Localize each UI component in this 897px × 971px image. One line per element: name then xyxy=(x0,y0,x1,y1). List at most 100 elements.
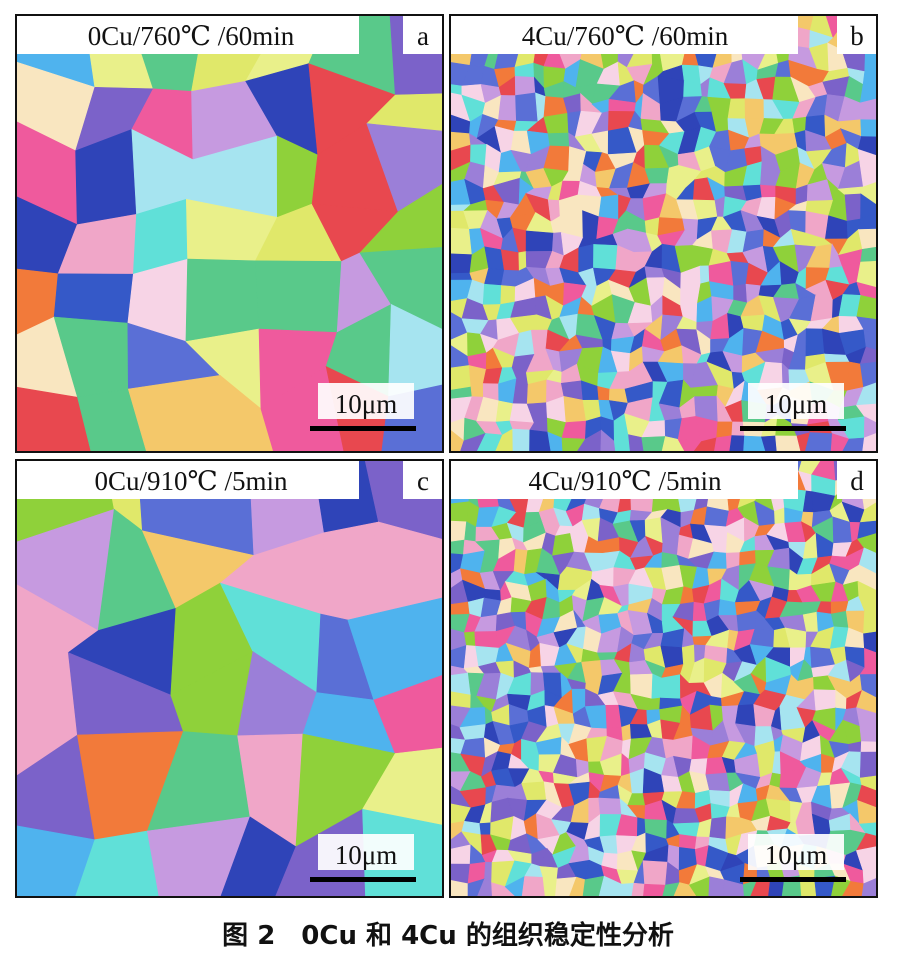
letter-box xyxy=(403,461,442,499)
grain xyxy=(449,520,467,543)
grain xyxy=(449,272,473,281)
scale-bar xyxy=(740,426,846,431)
scale-bar xyxy=(310,877,416,882)
grain xyxy=(856,295,878,320)
panel-letter: a xyxy=(417,21,429,51)
grain xyxy=(659,674,681,700)
scale-bar xyxy=(310,426,416,431)
panel-label: 4Cu/910℃ /5min xyxy=(529,466,722,496)
grain xyxy=(542,877,558,898)
grain xyxy=(547,132,570,148)
label-box xyxy=(17,461,359,499)
grain xyxy=(804,432,833,453)
grain xyxy=(593,244,619,271)
letter-box xyxy=(837,461,876,499)
grain xyxy=(449,539,465,556)
scale-box xyxy=(318,834,414,870)
panel-label: 4Cu/760℃ /60min xyxy=(522,21,729,51)
grain xyxy=(543,112,569,134)
panel: 0Cu/760℃ /60min a 10μm xyxy=(15,14,444,453)
grain xyxy=(449,672,472,696)
grain xyxy=(598,194,619,220)
grain xyxy=(596,567,615,588)
panel: 4Cu/910℃ /5min d 10μm xyxy=(449,459,878,898)
grain xyxy=(631,882,645,898)
panel-label: 0Cu/760℃ /60min xyxy=(88,21,295,51)
panel-border xyxy=(15,459,444,898)
grain xyxy=(727,98,746,120)
panel-border xyxy=(449,459,878,898)
letter-box xyxy=(837,16,876,54)
grain xyxy=(679,834,698,850)
grain xyxy=(805,328,825,357)
grain xyxy=(859,724,878,743)
grain xyxy=(708,876,725,898)
grain xyxy=(597,386,611,401)
grain xyxy=(860,741,878,753)
scale-label: 10μm xyxy=(335,389,397,419)
grain xyxy=(449,253,473,274)
grain xyxy=(521,876,546,898)
grain xyxy=(739,550,757,566)
grain xyxy=(463,631,476,647)
grain xyxy=(500,249,520,272)
grain xyxy=(744,98,765,120)
scale-label: 10μm xyxy=(765,389,827,419)
panel-letter: d xyxy=(850,466,864,496)
grain xyxy=(449,601,471,616)
grain xyxy=(709,816,727,840)
grain xyxy=(500,285,516,305)
grain xyxy=(598,797,622,815)
scale-box xyxy=(748,834,844,870)
scale-box xyxy=(318,383,414,419)
grain xyxy=(716,421,733,439)
grain xyxy=(860,246,878,263)
grain xyxy=(733,283,748,304)
panel-letter: c xyxy=(417,466,429,496)
grain xyxy=(644,217,660,237)
panel: 0Cu/910℃ /5min c 10μm xyxy=(15,459,444,898)
grain xyxy=(830,610,849,629)
grain xyxy=(621,723,632,742)
scale-bar xyxy=(740,877,846,882)
grain xyxy=(512,428,531,453)
letter-box xyxy=(403,16,442,54)
grain xyxy=(525,230,554,252)
grain xyxy=(760,184,777,198)
grain xyxy=(642,883,666,898)
grain xyxy=(515,92,539,123)
grain xyxy=(185,258,260,342)
grain xyxy=(844,193,862,222)
grain xyxy=(705,772,731,792)
label-box xyxy=(17,16,359,54)
grain xyxy=(479,822,492,836)
grain xyxy=(718,599,738,616)
grain xyxy=(53,273,134,324)
grain xyxy=(860,119,878,138)
label-box xyxy=(451,461,798,499)
grain xyxy=(735,704,757,727)
grain xyxy=(514,75,536,96)
label-box xyxy=(451,16,798,54)
grain xyxy=(641,436,666,453)
grain xyxy=(255,260,342,333)
grain xyxy=(539,866,559,880)
grain xyxy=(681,644,696,665)
panel: 4Cu/760℃ /60min b 10μm xyxy=(449,14,878,453)
panel-border xyxy=(449,14,878,453)
panel-letter: b xyxy=(850,21,864,51)
grain xyxy=(449,501,470,523)
grain xyxy=(775,435,802,453)
grain xyxy=(813,689,837,712)
grain xyxy=(474,631,500,649)
grain xyxy=(859,751,878,779)
grain xyxy=(561,420,587,440)
grain xyxy=(482,283,502,306)
panel-border xyxy=(15,14,444,453)
grain xyxy=(449,365,472,391)
grain xyxy=(699,265,710,285)
panel-label: 0Cu/910℃ /5min xyxy=(95,466,288,496)
scale-label: 10μm xyxy=(335,840,397,870)
grain xyxy=(651,673,662,700)
